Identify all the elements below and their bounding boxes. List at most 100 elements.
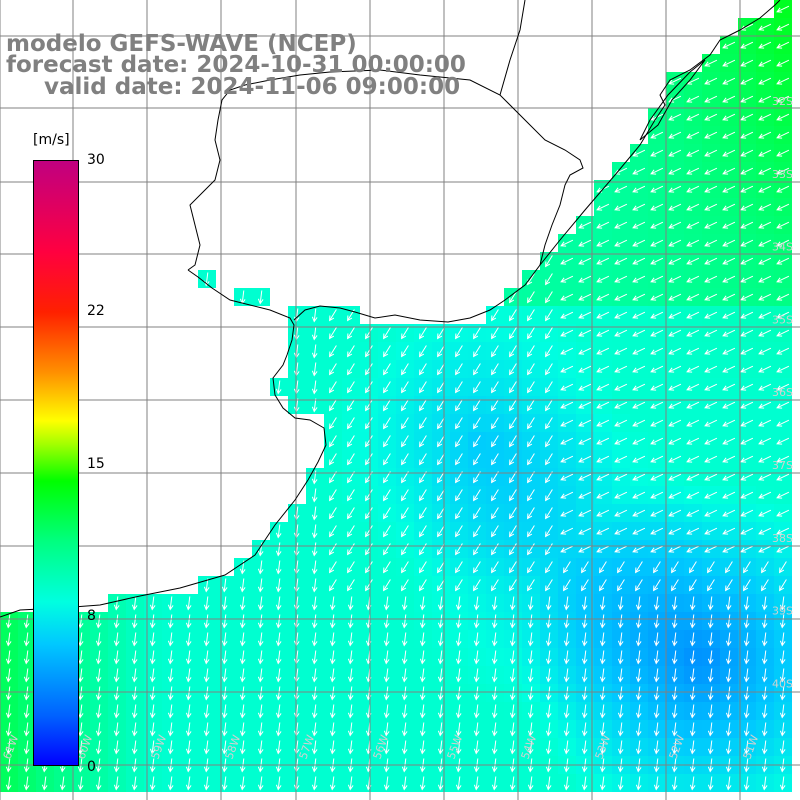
wind-vector-arrow [563,704,570,719]
wind-vector-arrow [149,686,156,701]
wind-vector-arrow [491,596,498,611]
wind-vector-arrow [509,381,517,394]
wind-vector-arrow [779,704,786,719]
wind-vector-arrow [329,435,337,448]
wind-vector-arrow [491,668,498,683]
wind-vector-arrow [725,614,732,629]
wind-vector-arrow [383,507,391,520]
wind-vector-arrow [383,417,391,430]
wind-vector-arrow [149,632,156,647]
wind-vector-arrow [257,668,264,683]
wind-vector-arrow [527,489,535,502]
wind-vector-arrow [758,275,772,283]
wind-vector-arrow [581,668,588,683]
wind-vector-arrow [599,776,606,791]
wind-vector-arrow [95,704,102,719]
wind-vector-arrow [614,347,628,355]
wind-vector-arrow [776,275,790,283]
wind-vector-arrow [239,740,246,755]
wind-vector-arrow [167,668,174,683]
wind-vector-arrow [686,437,700,445]
wind-vector-arrow [491,614,498,629]
wind-vector-arrow [758,95,772,103]
wind-vector-arrow [632,329,646,337]
wind-vector-arrow [560,419,574,427]
wind-vector-arrow [347,614,354,629]
wind-vector-arrow [686,401,700,409]
wind-vector-arrow [509,345,517,358]
wind-vector-arrow [653,740,660,755]
colorbar [33,160,79,766]
wind-vector-arrow [578,437,592,445]
wind-vector-arrow [23,632,30,647]
wind-vector-arrow [779,722,786,737]
wind-vector-arrow [758,239,772,247]
wind-vector-arrow [491,489,499,502]
wind-vector-arrow [689,668,696,683]
wind-vector-arrow [455,776,462,791]
wind-vector-arrow [704,527,718,535]
wind-vector-arrow [365,417,373,430]
wind-vector-arrow [635,668,642,683]
wind-vector-arrow [668,149,682,157]
wind-vector-arrow [527,381,535,394]
wind-vector-arrow [617,722,624,737]
wind-vector-arrow [725,561,733,574]
wind-vector-arrow [614,545,628,553]
wind-vector-arrow [779,614,786,629]
wind-vector-arrow [632,239,646,247]
wind-vector-arrow [614,419,628,427]
wind-vector-arrow [383,704,390,719]
wind-vector-arrow [491,740,498,755]
wind-vector-arrow [77,650,84,665]
wind-vector-arrow [383,596,390,611]
wind-vector-arrow [614,437,628,445]
wind-vector-arrow [311,542,318,557]
wind-vector-arrow [689,614,696,629]
wind-vector-arrow [671,561,679,574]
wind-vector-arrow [581,776,588,791]
wind-vector-arrow [365,381,373,394]
wind-vector-arrow [671,650,678,665]
wind-vector-arrow [578,509,592,517]
wind-vector-arrow [419,579,427,592]
wind-vector-arrow [596,221,610,229]
wind-vector-arrow [401,722,408,737]
wind-vector-arrow [635,686,642,701]
wind-vector-arrow [257,578,264,593]
wind-vector-arrow [437,776,444,791]
wind-vector-arrow [743,722,750,737]
wind-vector-arrow [473,722,480,737]
wind-vector-arrow [473,363,481,376]
wind-vector-arrow [578,473,592,481]
wind-vector-arrow [347,596,354,611]
wind-vector-arrow [473,327,481,340]
wind-vector-arrow [77,722,84,737]
wind-vector-arrow [311,578,318,593]
wind-vector-arrow [560,275,574,283]
wind-vector-arrow [632,257,646,265]
wind-vector-arrow [473,650,480,665]
wind-vector-arrow [455,686,462,701]
wind-vector-arrow [419,543,427,556]
wind-vector-arrow [776,59,790,67]
wind-vector-arrow [455,722,462,737]
wind-vector-arrow [653,614,660,629]
wind-vector-arrow [347,525,355,538]
wind-vector-arrow [650,275,664,283]
wind-vector-arrow [743,776,750,791]
wind-vector-arrow [581,650,588,665]
wind-vector-arrow [671,668,678,683]
wind-vector-arrow [725,722,732,737]
wind-vector-arrow [527,632,534,647]
wind-vector-arrow [596,509,610,517]
wind-vector-arrow [185,614,192,629]
wind-vector-arrow [545,399,553,412]
wind-vector-arrow [329,704,336,719]
wind-vector-arrow [113,776,120,791]
wind-vector-arrow [419,614,426,629]
wind-vector-arrow [401,596,408,611]
wind-vector-arrow [509,561,517,574]
wind-vector-arrow [779,596,786,611]
wind-vector-arrow [704,293,718,301]
